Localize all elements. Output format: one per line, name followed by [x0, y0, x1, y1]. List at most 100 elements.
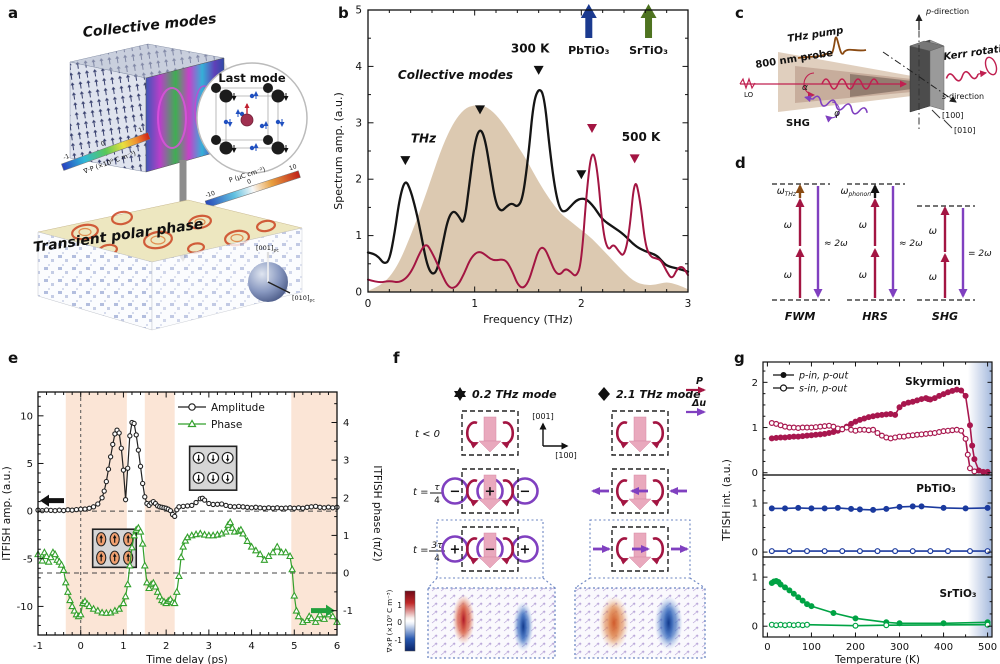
x-tick-label: 300	[890, 642, 909, 653]
omega-phonon-label: ωphonon	[840, 186, 871, 198]
panel-g-temperature-chart: g 0 1 2 Skyrmion 0 1 PbTiO₃ 0 1 SrTiO₃ 0 100 200 300 4…	[721, 349, 997, 664]
amplitude-markers	[35, 419, 340, 520]
right-tick-label: 4	[343, 418, 349, 429]
P-tick-neg: -10	[205, 190, 217, 200]
last-mode-inset: Last mode	[196, 62, 308, 174]
temperature-plot-area: 0 1 2 Skyrmion 0 1 PbTiO₃ 0 1 SrTiO₃ 0 100 200 300 400…	[721, 361, 997, 664]
polarization-arrow-shaft	[633, 474, 647, 500]
highlight-band	[291, 392, 337, 635]
x-tick-label: 100	[802, 642, 821, 653]
legend-pin-pout: p-in, p-out	[798, 371, 849, 382]
svg-text:t =: t =	[413, 487, 428, 498]
inset-down-polarization	[188, 445, 238, 491]
omega-label: ω	[784, 220, 792, 231]
fwm-diagram: ω ω ωTHz ≈ 2ω FWM	[772, 183, 848, 323]
polarization-arrow-shaft	[633, 532, 647, 558]
y-tick-label: 0	[752, 468, 758, 479]
y-tick-label: 1	[355, 230, 362, 242]
mode2-title: 2.1 THz mode	[616, 388, 701, 401]
y-tick-label: 1	[752, 573, 758, 584]
alpha-label: α	[802, 83, 808, 93]
vector-field-map-21THz	[574, 587, 706, 659]
axis-100-label: [100]	[555, 451, 577, 460]
svg-text:t =: t =	[413, 545, 428, 556]
kerr-ellipse	[984, 56, 998, 76]
omega-label: ω	[929, 226, 937, 237]
peak-marker-300K	[576, 170, 587, 180]
kerr-rotation-label: Kerr rotation	[943, 42, 1000, 63]
y-axis-label: Spectrum amp. (a.u.)	[332, 92, 345, 210]
vector-field-map-02THz	[427, 587, 556, 659]
right-tick-label: 0	[343, 569, 349, 580]
peak-marker-500K	[587, 123, 597, 133]
row3-label: t = 3τ 4	[413, 541, 445, 564]
thz-pump-spectrum-area	[368, 105, 688, 293]
x-tick-label: 4	[248, 641, 254, 652]
x-tick-label: 1	[471, 298, 478, 310]
x-tick-label: 0	[78, 641, 84, 652]
material-label: SrTiO₃	[939, 588, 976, 600]
subplot-SrTiO₃: 0 1 SrTiO₃	[752, 556, 993, 638]
shg-diagram: ω ω = 2ω SHG	[917, 205, 992, 323]
x-axis-label: Temperature (K)	[834, 654, 920, 664]
thz-annotation: THz	[411, 132, 437, 146]
omega-label: ω	[859, 220, 867, 231]
polarization-arrowhead	[478, 498, 502, 511]
x-ticks	[766, 362, 989, 637]
panel-f-mode-cartoons: f 0.2 THz mode 2.1 THz mode [001] [100] …	[386, 349, 706, 659]
inset-up-polarization	[91, 528, 138, 569]
polarization-arrowhead	[478, 556, 502, 569]
mode1-title: 0.2 THz mode	[472, 388, 557, 401]
curlP-colorbar: 1 0 -1 ∇×P (×10⁹ C m⁻³)	[386, 589, 416, 653]
charge-sign: −	[485, 543, 496, 558]
approx-2w-label: ≈ 2ω	[899, 239, 923, 249]
ticks	[367, 9, 689, 293]
row2-label: t = τ 4	[413, 483, 444, 506]
y-tick-label: 0	[355, 287, 362, 299]
transient-polar-phase-slab	[37, 199, 303, 331]
mode-cartoon-cell: − + −	[441, 468, 539, 514]
polarization-arrowhead	[628, 556, 652, 569]
polarization-arrowhead	[628, 440, 652, 453]
vortex-right	[651, 479, 665, 507]
charge-sign: −	[450, 485, 461, 500]
collective-modes-annotation: Collective modes	[398, 68, 513, 82]
x-tick-label: -1	[33, 641, 43, 652]
y-tick-label: 0	[752, 548, 758, 559]
label-500K: 500 K	[622, 130, 661, 144]
corner-atoms	[211, 83, 285, 155]
panel-a-letter: a	[8, 4, 18, 22]
shg-label: SHG	[786, 118, 810, 129]
panel-b-letter: b	[338, 4, 349, 22]
vortex-right	[501, 479, 515, 507]
cb-tick-zero: 0	[397, 618, 402, 627]
SrTiO₃-p-in, p-out-markers	[768, 578, 991, 627]
left-tick-label: -10	[17, 602, 33, 613]
fwm-label: FWM	[785, 310, 816, 323]
label-300K: 300 K	[511, 41, 550, 55]
vortex-left	[615, 479, 629, 507]
y-tick-label: 4	[355, 61, 362, 73]
vortex-right	[501, 421, 515, 449]
right-tick-label: -1	[343, 606, 353, 617]
curve-500K	[367, 153, 689, 289]
PbTiO₃-p-in, p-out-line	[771, 505, 988, 511]
axis-001pc-label: [001]pc	[256, 244, 279, 254]
thz-pulse-waveform	[797, 36, 867, 59]
x-tick-label: 3	[206, 641, 212, 652]
x-axis-label: Frequency (THz)	[483, 313, 573, 326]
mode-cartoon-cell	[593, 526, 689, 572]
phi-label: φ	[834, 109, 840, 119]
omega-thz-label: ωTHz	[777, 186, 797, 198]
unit-cell-box	[461, 410, 519, 456]
peak-marker-300K	[475, 105, 485, 115]
omega-label: ω	[859, 270, 867, 281]
panel-c-setup-schematic: c THz pump 800 nm probe LO α SHG φ p-dir	[735, 4, 1000, 135]
x-tick-label: 400	[934, 642, 953, 653]
subplot-Skyrmion: 0 1 2 Skyrmion	[752, 361, 993, 479]
x-tick-label: 200	[846, 642, 865, 653]
axes-box	[37, 391, 338, 636]
lo-label: LO	[744, 91, 754, 99]
PbTiO₃-s-in, p-out-markers	[768, 548, 991, 555]
